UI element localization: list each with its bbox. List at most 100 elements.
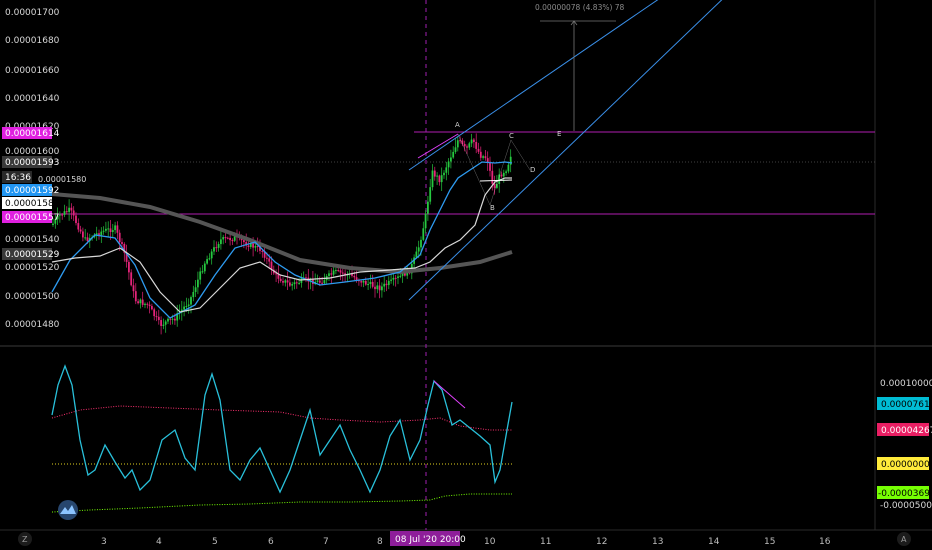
candle-body bbox=[300, 278, 303, 283]
price-tick: 0.00001680 bbox=[5, 36, 60, 46]
candle-body bbox=[121, 242, 123, 244]
candle-body bbox=[477, 148, 480, 152]
main-price-pane[interactable] bbox=[51, 0, 875, 530]
candle-body bbox=[252, 242, 254, 248]
candle-body bbox=[344, 273, 346, 276]
pattern-point-c: C bbox=[509, 132, 514, 140]
candle-body bbox=[364, 280, 367, 285]
price-tick: 0.00001700 bbox=[5, 8, 60, 18]
candle-body bbox=[155, 316, 158, 318]
candle-body bbox=[254, 245, 257, 248]
candle-body bbox=[422, 228, 425, 240]
candle-body bbox=[210, 251, 213, 259]
candle-body bbox=[105, 228, 107, 231]
candle-body bbox=[509, 156, 512, 165]
candle-body bbox=[72, 210, 75, 216]
mountain-icon bbox=[60, 505, 76, 514]
price-badge-label: 0.00001614 bbox=[5, 129, 60, 139]
price-badge bbox=[2, 156, 52, 168]
candle-body bbox=[86, 237, 89, 241]
candle-body bbox=[295, 282, 298, 284]
candle-body bbox=[102, 230, 105, 232]
price-badge-label: 0.00001593 bbox=[5, 158, 59, 168]
candle-body bbox=[394, 277, 397, 279]
price-tick: 0.00001600 bbox=[5, 147, 60, 157]
candle-body bbox=[328, 273, 330, 277]
candle-body bbox=[151, 306, 153, 310]
axis-button-left[interactable]: Z bbox=[18, 532, 32, 546]
candle-body bbox=[491, 170, 494, 184]
osc-badge-label: 0.00007611 bbox=[881, 400, 932, 410]
candle-body bbox=[291, 284, 294, 286]
candle-body bbox=[452, 151, 455, 158]
candle-body bbox=[489, 162, 491, 171]
candle-body bbox=[192, 291, 195, 298]
candle-body bbox=[353, 275, 356, 278]
candle-body bbox=[222, 237, 225, 240]
candle-body bbox=[371, 281, 374, 287]
candle-body bbox=[417, 247, 420, 252]
candle-body bbox=[176, 313, 179, 321]
candle-body bbox=[318, 280, 321, 283]
candle-body bbox=[215, 247, 218, 249]
price-badge-label: 0.00001529 bbox=[5, 250, 60, 260]
candle-body bbox=[123, 243, 126, 253]
candle-body bbox=[153, 309, 156, 317]
abcd-pattern bbox=[457, 133, 531, 206]
candle-body bbox=[194, 287, 197, 292]
oscillator-axis: 0.00010000 -0.00005000 0.00007611 0.0000… bbox=[877, 379, 932, 511]
candle-body bbox=[298, 282, 300, 284]
oscillator-pane[interactable] bbox=[51, 364, 513, 513]
osc-tick: -0.00005000 bbox=[880, 501, 932, 511]
time-tick: 12 bbox=[596, 537, 607, 547]
candle-body bbox=[463, 143, 466, 147]
candle-body bbox=[68, 207, 70, 212]
price-tick: 0.00001540 bbox=[5, 235, 60, 245]
candle-body bbox=[433, 170, 436, 177]
osc-lower-band bbox=[51, 493, 512, 513]
candle-body bbox=[286, 280, 289, 283]
candle-body bbox=[171, 318, 174, 320]
candle-body bbox=[61, 214, 64, 216]
candle-body bbox=[59, 214, 61, 216]
brand-logo[interactable] bbox=[58, 500, 78, 520]
osc-badge-label: 0.00004267 bbox=[881, 426, 932, 436]
time-axis[interactable]: 3 4 5 6 7 8 10 11 12 13 14 15 16 08 Jul … bbox=[101, 531, 831, 547]
candle-body bbox=[289, 282, 291, 286]
price-badge bbox=[2, 184, 52, 196]
axis-button-right-label: A bbox=[901, 535, 907, 544]
candle-body bbox=[500, 174, 503, 177]
candle-body bbox=[374, 286, 376, 290]
price-tick: 0.00001500 bbox=[5, 292, 60, 302]
divergence-line bbox=[417, 133, 459, 159]
candle-body bbox=[397, 276, 399, 279]
candle-body bbox=[63, 211, 66, 215]
candle-body bbox=[479, 151, 482, 158]
cursor-time-label: 08 Jul '20 20:00 bbox=[395, 535, 466, 545]
candle-body bbox=[279, 278, 282, 281]
candle-body bbox=[249, 242, 252, 247]
countdown-label: 16:36 bbox=[5, 173, 31, 183]
time-tick: 8 bbox=[377, 537, 383, 547]
candle-body bbox=[507, 164, 510, 172]
long-moving-average bbox=[51, 192, 513, 275]
candle-body bbox=[199, 271, 202, 280]
time-tick: 7 bbox=[323, 537, 329, 547]
price-badge bbox=[2, 248, 52, 260]
candle-body bbox=[277, 273, 280, 279]
osc-badge bbox=[877, 457, 929, 470]
candle-body bbox=[213, 247, 215, 252]
candle-body bbox=[392, 277, 395, 280]
candle-body bbox=[438, 175, 441, 183]
candle-body bbox=[141, 299, 144, 305]
candle-body bbox=[496, 183, 498, 188]
candle-body bbox=[321, 282, 323, 284]
candle-body bbox=[130, 272, 133, 286]
axis-button-right[interactable]: A bbox=[897, 532, 911, 546]
candle-body bbox=[266, 257, 268, 259]
candle-body bbox=[376, 285, 379, 290]
time-tick: 4 bbox=[156, 537, 162, 547]
osc-badge bbox=[877, 397, 929, 410]
candle-body bbox=[70, 207, 73, 211]
